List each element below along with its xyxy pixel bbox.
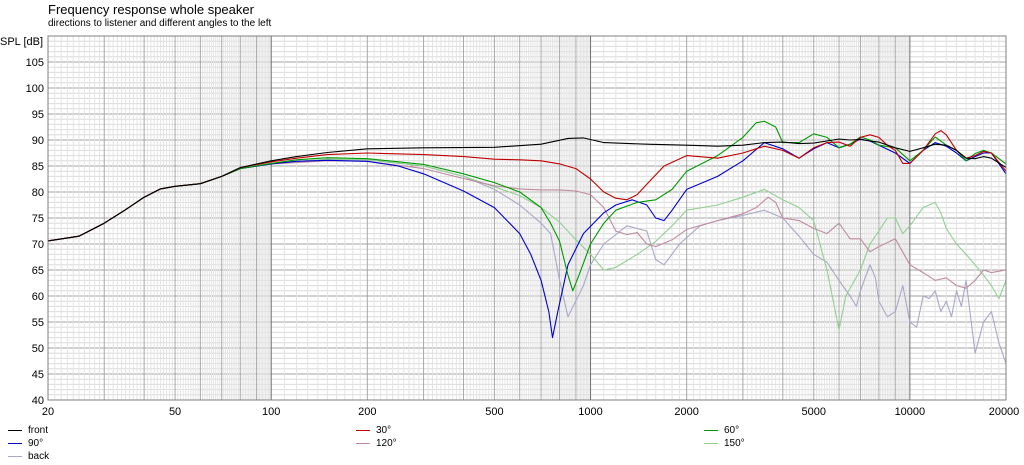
y-tick-label: 60 <box>32 291 44 303</box>
y-tick-labels: 40 45 50 55 60 65 70 75 80 85 90 95 100 105 <box>26 57 44 407</box>
legend-swatch <box>356 430 370 431</box>
x-tick-label: 10000 <box>895 406 926 418</box>
y-tick-label: 80 <box>32 187 44 199</box>
legend-label: 60° <box>724 425 740 436</box>
y-tick-label: 75 <box>32 213 44 225</box>
y-tick-label: 55 <box>32 317 44 329</box>
x-tick-label: 50 <box>169 406 181 418</box>
series-lines <box>47 120 1007 364</box>
x-tick-label: 200 <box>358 406 376 418</box>
y-tick-label: 45 <box>32 369 44 381</box>
x-tick-label: 20 <box>42 406 54 418</box>
grid <box>48 36 1006 400</box>
legend-label: 90° <box>28 438 44 449</box>
x-tick-label: 2000 <box>674 406 698 418</box>
x-tick-label: 100 <box>262 406 280 418</box>
series-line-front <box>47 137 1007 242</box>
y-tick-label: 40 <box>32 395 44 407</box>
legend-swatch <box>8 430 22 431</box>
x-tick-label: 20000 <box>989 406 1020 418</box>
y-tick-label: 105 <box>26 57 44 69</box>
y-tick-label: 100 <box>26 83 44 95</box>
legend-swatch <box>704 443 718 444</box>
x-tick-label: 1000 <box>578 406 602 418</box>
y-tick-label: 65 <box>32 265 44 277</box>
plot-frame <box>47 35 1007 401</box>
legend-label: 120° <box>376 438 397 449</box>
y-axis-label: SPL [dB] <box>0 36 43 48</box>
legend-label: front <box>28 425 49 436</box>
legend-swatch <box>8 456 22 457</box>
y-tick-label: 90 <box>32 135 44 147</box>
legend-swatch <box>704 430 718 431</box>
x-tick-labels: 20 50 100 200 500 1000 2000 5000 10000 20000 <box>42 406 1019 418</box>
legend-label: 30° <box>376 425 392 436</box>
chart-title: Frequency response whole speaker <box>48 2 254 17</box>
y-tick-label: 85 <box>32 161 44 173</box>
y-tick-label: 70 <box>32 239 44 251</box>
x-tick-label: 500 <box>485 406 503 418</box>
legend-label: 150° <box>724 438 745 449</box>
legend-label: back <box>28 451 50 462</box>
legend-swatch <box>356 443 370 444</box>
x-tick-label: 5000 <box>802 406 826 418</box>
legend-swatch <box>8 443 22 444</box>
series-line-60 <box>47 120 1007 292</box>
y-tick-label: 95 <box>32 109 44 121</box>
chart-subtitle: directions to listener and different ang… <box>48 18 272 29</box>
y-tick-label: 50 <box>32 343 44 355</box>
